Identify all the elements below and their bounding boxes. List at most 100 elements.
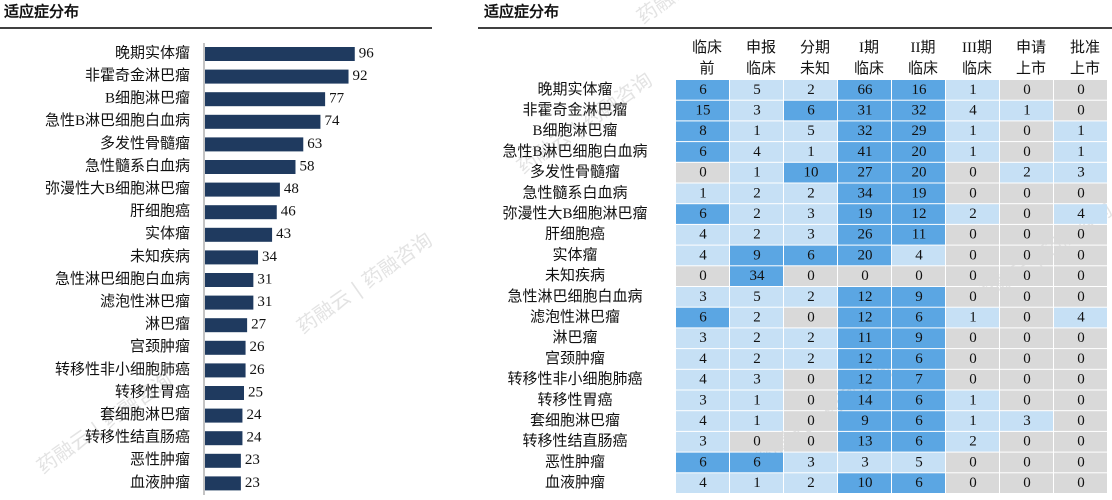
cell-label: 2 — [753, 227, 761, 243]
cell-label: 3 — [1077, 165, 1085, 181]
y-tick-label: 非霍奇金淋巴瘤 — [85, 67, 190, 84]
cell-label: 0 — [969, 247, 977, 263]
cell-label: 3 — [1023, 413, 1031, 429]
column-header: II期临床 — [907, 40, 938, 77]
cell-label: 0 — [1023, 185, 1031, 201]
heat-cell — [838, 80, 891, 100]
heat-cell — [1054, 121, 1107, 142]
bar — [205, 92, 326, 107]
heat-cell — [892, 183, 945, 204]
data-label: 48 — [284, 181, 299, 197]
data-label: 43 — [276, 226, 291, 242]
heat-cell — [838, 473, 891, 493]
cell-label: 1 — [699, 185, 707, 201]
heat-cell — [730, 224, 783, 245]
cell-label: 0 — [969, 165, 977, 181]
heat-cell — [784, 452, 837, 473]
cell-label: 0 — [1077, 372, 1085, 388]
cell-label: 0 — [861, 268, 869, 284]
heat-cell — [676, 307, 729, 328]
heat-cell — [676, 349, 729, 369]
heat-cell — [730, 452, 783, 473]
column-header: 批准上市 — [1069, 40, 1100, 77]
heat-cell — [838, 183, 891, 204]
heat-cell — [838, 328, 891, 349]
heat-cell — [784, 390, 837, 411]
heat-cell — [1000, 121, 1053, 142]
heat-cell — [946, 224, 999, 245]
heat-cell — [1054, 473, 1107, 493]
cell-label: 0 — [969, 268, 977, 284]
cell-label: 20 — [912, 144, 927, 160]
cell-label: 2 — [1023, 165, 1031, 181]
data-label: 96 — [359, 45, 375, 61]
cell-label: 4 — [699, 247, 707, 263]
heat-cell — [730, 162, 783, 183]
heat-cell — [730, 266, 783, 286]
cell-label: 19 — [912, 185, 927, 201]
cell-label: 0 — [1077, 185, 1085, 201]
heat-cell — [838, 266, 891, 286]
cell-label: 1 — [969, 144, 977, 160]
cell-label: 0 — [915, 268, 923, 284]
cell-label: 0 — [807, 309, 815, 325]
y-tick-label: 急性B淋巴细胞白血病 — [45, 112, 190, 129]
cell-label: 0 — [753, 434, 761, 450]
heat-cell — [1000, 349, 1053, 369]
heat-cell — [784, 100, 837, 121]
cell-label: 5 — [753, 82, 761, 98]
heat-cell — [784, 411, 837, 431]
cell-label: 0 — [1077, 392, 1085, 408]
heat-cell — [784, 369, 837, 390]
heat-cell — [730, 431, 783, 452]
heat-cell — [946, 431, 999, 452]
cell-label: 4 — [699, 351, 707, 367]
heat-cell — [1000, 204, 1053, 224]
cell-label: 0 — [807, 268, 815, 284]
heat-cell — [730, 245, 783, 266]
column-header: 分期未知 — [799, 40, 830, 77]
heat-cell — [676, 183, 729, 204]
heat-cell — [730, 142, 783, 162]
data-label: 34 — [262, 249, 278, 265]
cell-label: 6 — [807, 102, 815, 118]
data-label: 58 — [299, 158, 314, 174]
heat-cell — [730, 307, 783, 328]
cell-label: 34 — [858, 185, 874, 201]
cell-label: 41 — [858, 144, 873, 160]
cell-label: 6 — [699, 454, 707, 470]
heat-cell — [1054, 183, 1107, 204]
data-label: 63 — [307, 136, 322, 152]
heat-cell — [784, 307, 837, 328]
cell-label: 12 — [858, 289, 873, 305]
data-label: 26 — [250, 362, 266, 378]
cell-label: 4 — [1077, 206, 1085, 222]
bar — [205, 227, 273, 242]
heat-cell — [892, 328, 945, 349]
cell-label: 0 — [1077, 289, 1085, 305]
heat-cell — [1000, 411, 1053, 431]
row-label: 急性B淋巴细胞白血病 — [502, 143, 647, 160]
cell-label: 6 — [699, 82, 707, 98]
row-label: 未知疾病 — [545, 267, 605, 284]
heat-cell — [946, 287, 999, 307]
cell-label: 20 — [858, 247, 873, 263]
cell-label: 10 — [858, 475, 873, 491]
cell-label: 15 — [696, 102, 711, 118]
heat-cell — [730, 349, 783, 369]
cell-label: 6 — [915, 351, 923, 367]
bar — [205, 160, 296, 174]
cell-label: 0 — [1023, 434, 1031, 450]
y-tick-label: 多发性骨髓瘤 — [100, 135, 190, 152]
cell-label: 5 — [915, 454, 923, 470]
heat-cell — [784, 183, 837, 204]
column-header: I期临床 — [853, 40, 884, 77]
heat-cell — [1000, 80, 1053, 100]
heat-cell — [676, 411, 729, 431]
data-label: 23 — [245, 475, 260, 491]
cell-label: 2 — [753, 330, 761, 346]
heat-cell — [784, 80, 837, 100]
cell-label: 0 — [1077, 351, 1085, 367]
row-label: 转移性非小细胞肺癌 — [507, 371, 642, 388]
cell-label: 1 — [753, 413, 761, 429]
